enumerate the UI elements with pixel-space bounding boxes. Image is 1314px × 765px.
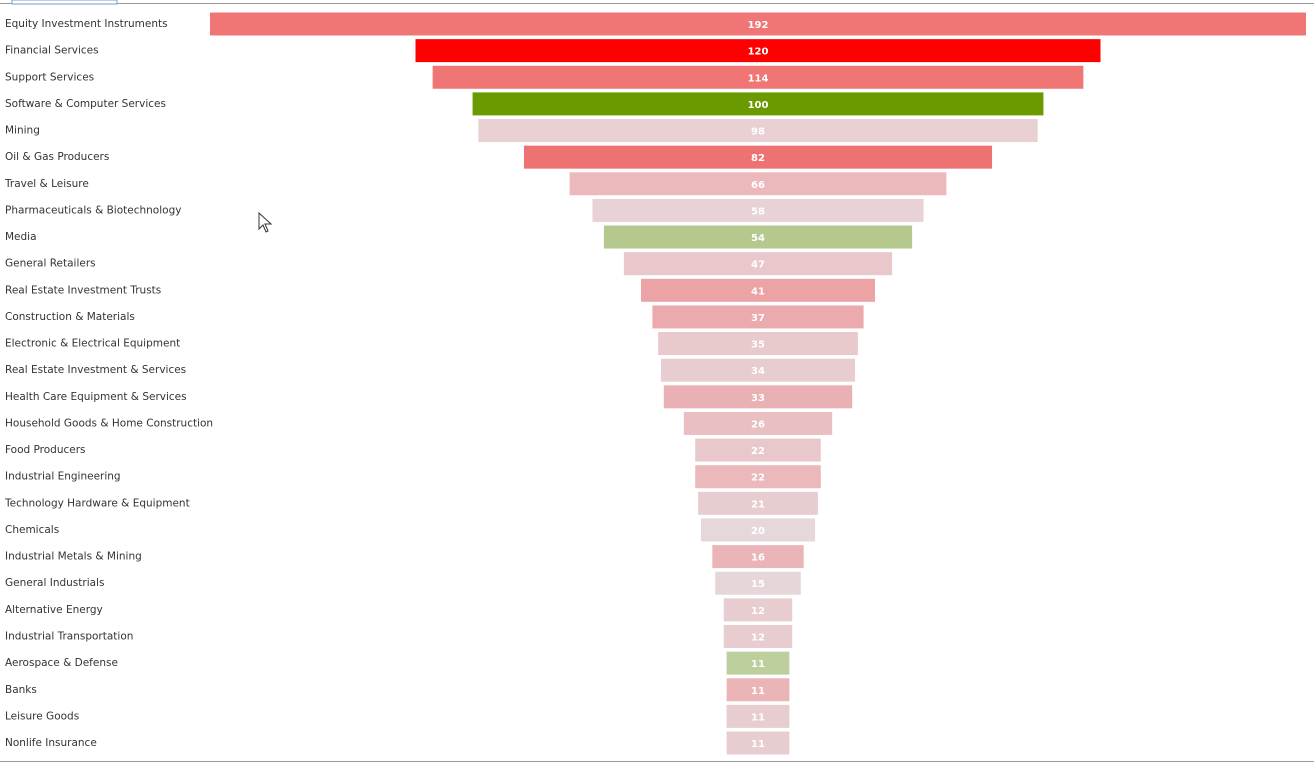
value-label: 12: [751, 606, 765, 617]
category-label: Equity Investment Instruments: [5, 18, 168, 30]
bar: [723, 624, 793, 648]
bar: [726, 651, 790, 675]
category-label: Oil & Gas Producers: [5, 151, 109, 163]
category-label: Technology Hardware & Equipment: [4, 497, 190, 509]
value-label: 47: [751, 260, 765, 271]
category-label: Real Estate Investment Trusts: [5, 284, 161, 296]
category-label: Mining: [5, 125, 40, 137]
bar: [726, 678, 790, 702]
bar: [663, 385, 853, 409]
category-label: Financial Services: [5, 45, 99, 57]
value-label: 16: [751, 553, 765, 564]
category-label: Electronic & Electrical Equipment: [5, 338, 180, 350]
category-label: Food Producers: [5, 444, 86, 456]
bar: [523, 145, 993, 169]
value-label: 66: [751, 180, 765, 191]
value-label: 35: [751, 340, 765, 351]
category-label: Travel & Leisure: [4, 178, 89, 190]
category-label: Media: [5, 231, 37, 243]
bar: [695, 438, 821, 462]
category-label: Pharmaceuticals & Biotechnology: [5, 204, 181, 216]
value-label: 22: [751, 473, 765, 484]
bar: [569, 172, 947, 196]
bar: [695, 465, 821, 489]
value-label: 41: [751, 286, 765, 297]
category-label: Banks: [5, 684, 37, 696]
bar: [640, 278, 876, 302]
value-label: 11: [751, 686, 765, 697]
category-label: Alternative Energy: [5, 604, 103, 616]
value-label: 22: [751, 446, 765, 457]
value-label: 11: [751, 659, 765, 670]
category-label: Industrial Engineering: [5, 471, 121, 483]
value-label: 82: [751, 153, 765, 164]
bar: [715, 571, 801, 595]
category-label: Real Estate Investment & Services: [5, 364, 186, 376]
bar: [658, 332, 858, 356]
category-label: Construction & Materials: [5, 311, 135, 323]
bar: [726, 704, 790, 728]
value-label: 20: [751, 526, 765, 537]
bar: [472, 92, 1044, 116]
bar: [652, 305, 864, 329]
category-label: Aerospace & Defense: [5, 657, 118, 669]
value-label: 114: [748, 73, 769, 84]
bar: [712, 545, 804, 569]
bar: [623, 252, 893, 276]
tab[interactable]: [11, 0, 118, 5]
value-label: 34: [751, 366, 765, 377]
bar: [683, 411, 833, 435]
value-label: 100: [748, 100, 769, 111]
category-label: Health Care Equipment & Services: [5, 391, 187, 403]
value-label: 11: [751, 712, 765, 723]
category-label: Leisure Goods: [5, 710, 79, 722]
category-label: General Industrials: [5, 577, 104, 589]
bar: [210, 12, 1306, 36]
category-label: Household Goods & Home Construction: [5, 417, 213, 429]
value-label: 120: [748, 47, 769, 58]
value-label: 33: [751, 393, 765, 404]
value-label: 54: [751, 233, 765, 244]
value-label: 15: [751, 579, 765, 590]
category-label: Nonlife Insurance: [5, 737, 97, 749]
bar: [660, 358, 856, 382]
value-label: 11: [751, 739, 765, 750]
bar: [415, 39, 1101, 63]
bar: [726, 731, 790, 755]
category-label: General Retailers: [5, 258, 96, 270]
cursor: [258, 211, 273, 233]
value-label: 12: [751, 632, 765, 643]
value-label: 192: [748, 20, 769, 31]
bar: [432, 65, 1084, 89]
bar: [698, 491, 818, 515]
category-label: Industrial Transportation: [5, 630, 133, 642]
bar: [700, 518, 816, 542]
bar: [603, 225, 913, 249]
bar: [723, 598, 793, 622]
value-label: 21: [751, 499, 765, 510]
value-label: 98: [751, 127, 765, 138]
category-label: Support Services: [5, 71, 94, 83]
bar: [478, 119, 1038, 143]
category-label: Industrial Metals & Mining: [5, 551, 142, 563]
category-label: Chemicals: [5, 524, 59, 536]
category-label: Software & Computer Services: [5, 98, 166, 110]
value-label: 37: [751, 313, 765, 324]
value-label: 26: [751, 419, 765, 430]
bar: [592, 198, 924, 222]
value-label: 58: [751, 206, 765, 217]
